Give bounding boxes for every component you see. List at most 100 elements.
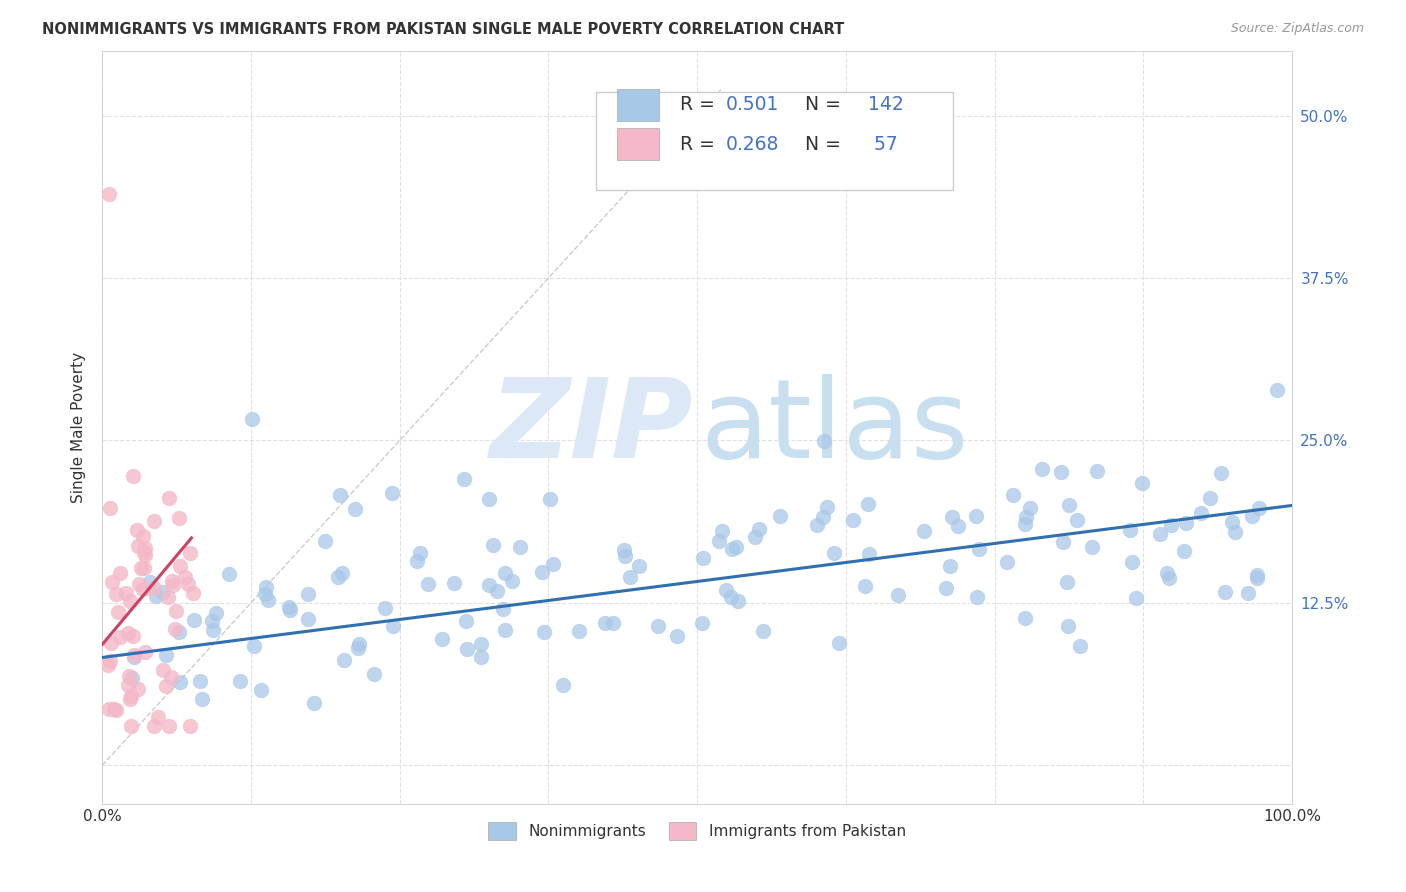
Point xyxy=(1223,525,1246,540)
Point xyxy=(229,674,252,689)
Point xyxy=(613,549,636,564)
Point xyxy=(155,648,177,663)
Point xyxy=(720,591,742,605)
Point xyxy=(1159,571,1181,585)
Point xyxy=(117,677,139,691)
Point xyxy=(1118,523,1140,537)
Point xyxy=(98,702,121,716)
Point xyxy=(823,546,845,560)
Point xyxy=(98,186,121,201)
Point xyxy=(181,586,204,600)
Point xyxy=(1222,515,1244,529)
Point xyxy=(1050,465,1073,479)
Point xyxy=(314,534,336,549)
Point xyxy=(456,642,478,657)
Point xyxy=(179,719,201,733)
Point xyxy=(408,546,430,560)
Point xyxy=(100,636,122,650)
Legend: Nonimmigrants, Immigrants from Pakistan: Nonimmigrants, Immigrants from Pakistan xyxy=(482,816,912,846)
Point xyxy=(162,578,184,592)
Point xyxy=(346,641,368,656)
Point xyxy=(965,509,987,524)
Point xyxy=(120,691,142,706)
Point xyxy=(443,575,465,590)
Point xyxy=(105,587,128,601)
Point xyxy=(152,585,174,599)
Point xyxy=(157,590,180,604)
Point xyxy=(201,624,224,638)
Point xyxy=(118,669,141,683)
Point xyxy=(142,719,165,733)
Point xyxy=(1173,544,1195,558)
Point xyxy=(1121,555,1143,569)
Point xyxy=(121,629,143,643)
Text: 0.501: 0.501 xyxy=(725,95,779,114)
Text: ZIP: ZIP xyxy=(491,374,693,481)
Point xyxy=(278,603,301,617)
Point xyxy=(159,670,181,684)
Point xyxy=(995,555,1018,569)
Point xyxy=(912,524,935,538)
Point xyxy=(856,497,879,511)
Point xyxy=(179,546,201,560)
Point xyxy=(602,616,624,631)
Point xyxy=(122,650,145,665)
Point xyxy=(157,719,180,733)
Point xyxy=(122,648,145,662)
Point xyxy=(813,434,835,448)
Point xyxy=(1249,501,1271,516)
Point xyxy=(941,509,963,524)
Point xyxy=(332,653,354,667)
Point xyxy=(129,560,152,574)
Point xyxy=(1015,509,1038,524)
Point xyxy=(966,591,988,605)
Point xyxy=(593,615,616,630)
Point xyxy=(470,638,492,652)
Point xyxy=(492,602,515,616)
Point xyxy=(127,682,149,697)
Point xyxy=(568,624,591,638)
Point xyxy=(628,558,651,573)
Point xyxy=(853,579,876,593)
Point xyxy=(1014,611,1036,625)
Point xyxy=(1056,574,1078,589)
Point xyxy=(132,529,155,543)
Point xyxy=(1018,501,1040,516)
Point xyxy=(939,559,962,574)
Point xyxy=(120,719,142,733)
Point xyxy=(381,619,404,633)
Point xyxy=(118,594,141,608)
Point xyxy=(842,513,865,527)
Point xyxy=(946,518,969,533)
Point xyxy=(132,560,155,574)
Point xyxy=(167,511,190,525)
Point xyxy=(174,570,197,584)
Point xyxy=(254,580,277,594)
Point xyxy=(501,574,523,588)
Point xyxy=(257,592,280,607)
Point xyxy=(302,696,325,710)
Point xyxy=(330,566,353,580)
Text: 142: 142 xyxy=(869,95,904,114)
Point xyxy=(1215,585,1237,599)
Point xyxy=(117,626,139,640)
Point xyxy=(165,604,187,618)
Point xyxy=(707,534,730,549)
Point xyxy=(1199,491,1222,505)
Point xyxy=(453,472,475,486)
Point xyxy=(509,541,531,555)
Point xyxy=(157,491,180,505)
Point xyxy=(243,640,266,654)
Point xyxy=(1240,509,1263,524)
Point xyxy=(1081,540,1104,554)
Point xyxy=(347,637,370,651)
Point xyxy=(218,566,240,581)
Text: R =: R = xyxy=(681,135,721,153)
Point xyxy=(128,577,150,591)
Point xyxy=(714,582,737,597)
Point xyxy=(1002,488,1025,502)
Point xyxy=(533,624,555,639)
Point xyxy=(297,587,319,601)
Point xyxy=(692,551,714,566)
Point xyxy=(169,675,191,690)
